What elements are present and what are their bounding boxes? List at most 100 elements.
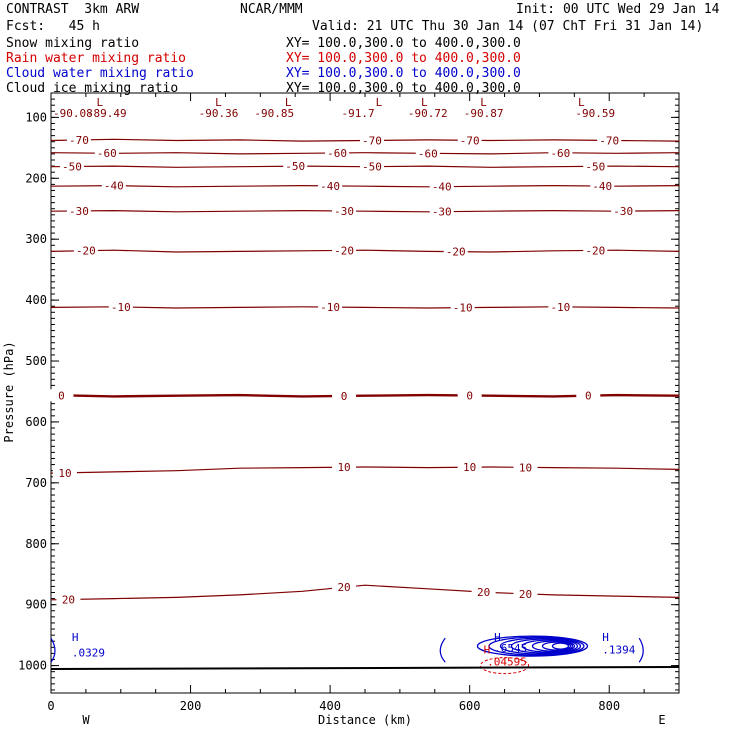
y-tick-label: 500 — [25, 354, 47, 368]
y-tick-label: 300 — [25, 232, 47, 246]
contour-label-bg — [611, 205, 636, 218]
x-tick-label: 0 — [47, 699, 54, 713]
contour-label-bg — [318, 179, 343, 192]
contour-label: -30 — [613, 205, 633, 218]
contour-label: 10 — [337, 461, 350, 474]
contour-label-bg — [443, 245, 468, 258]
center-label: NCAR/MMM — [240, 2, 303, 17]
min-value: -90.08 — [53, 107, 93, 120]
contour-label-bg — [513, 461, 538, 474]
x-tick-label: 400 — [319, 699, 341, 713]
cloud-water-contour — [531, 640, 574, 652]
x-tick-label: 200 — [180, 699, 202, 713]
min-marker: L — [376, 96, 383, 109]
cloud-water-label: H — [602, 631, 609, 644]
contour-label: -40 — [104, 180, 124, 193]
contour-label: -60 — [418, 147, 438, 160]
cloud-water-label: .1394 — [602, 643, 635, 656]
contour-label-bg — [429, 180, 454, 193]
min-value: -90.72 — [408, 107, 448, 120]
contour-label-bg — [94, 147, 119, 160]
contour-label-bg — [56, 593, 81, 606]
contour-label: -10 — [111, 301, 131, 314]
init-time: Init: 00 UTC Wed 29 Jan 14 — [516, 2, 720, 17]
contour-label: -10 — [453, 302, 473, 315]
cloud-water-contour — [50, 637, 56, 663]
contour-label: -60 — [97, 147, 117, 160]
contour-label-bg — [49, 389, 74, 402]
contour-label-bg — [590, 180, 615, 193]
cloud-water-contour — [499, 637, 582, 655]
contour-label: -60 — [327, 147, 347, 160]
contour-label: -70 — [362, 134, 382, 147]
contour-label: -70 — [69, 134, 89, 147]
y-tick-label: 1000 — [18, 659, 47, 673]
field-name-cloud-water: Cloud water mixing ratio — [6, 66, 194, 81]
y-tick-label: 400 — [25, 293, 47, 307]
contour-label-bg — [597, 134, 622, 147]
contour-label: -60 — [550, 147, 570, 160]
contour-line — [50, 152, 680, 155]
min-value: -90.87 — [464, 107, 504, 120]
contour-label-bg — [332, 244, 357, 257]
cloud-water-contour — [510, 638, 579, 654]
contour-label-bg — [332, 204, 357, 217]
rain-water-label: H — [484, 643, 491, 656]
contour-label: -40 — [432, 181, 452, 194]
contour-label: -20 — [334, 244, 354, 257]
contour-label: -10 — [550, 301, 570, 314]
contour-label: 20 — [337, 581, 350, 594]
min-marker: L — [421, 96, 428, 109]
contour-label-bg — [450, 301, 475, 314]
field-name-snow: Snow mixing ratio — [6, 36, 140, 51]
min-value: -90.36 — [199, 107, 239, 120]
x-tick-label: 800 — [598, 699, 620, 713]
min-value: -90.85 — [254, 107, 294, 120]
x-tick-label: 600 — [459, 699, 481, 713]
field-xy-cloud-water: XY= 100.0,300.0 to 400.0,300.0 — [286, 66, 521, 81]
y-tick-label: 900 — [25, 598, 47, 612]
cloud-water-contour — [551, 642, 570, 650]
contour-label: 20 — [477, 586, 490, 599]
contour-label-bg — [66, 204, 91, 217]
contour-label: 0 — [585, 390, 592, 403]
contour-line — [50, 249, 680, 253]
contour-label: 10 — [519, 461, 532, 474]
min-marker: L — [578, 96, 585, 109]
temperature-contours — [50, 138, 680, 601]
forecast-hour: Fcst: 45 h — [6, 19, 100, 34]
field-xy-cloud-ice: XY= 100.0,300.0 to 400.0,300.0 — [286, 81, 521, 96]
contour-label: -40 — [592, 180, 612, 193]
contour-label: 10 — [58, 467, 71, 480]
contour-line — [50, 184, 680, 188]
min-marker: L — [285, 96, 292, 109]
contour-label: -10 — [320, 301, 340, 314]
contour-label-bg — [325, 146, 350, 159]
contour-label-bg — [318, 301, 343, 314]
cloud-water-label: .6545 — [494, 642, 527, 655]
contour-label: -20 — [585, 244, 605, 257]
contour-label-bg — [283, 160, 308, 173]
contour-label-bg — [583, 160, 608, 173]
min-value: -91.7 — [341, 107, 374, 120]
cloud-water-contour — [439, 637, 446, 663]
valid-time: Valid: 21 UTC Thu 30 Jan 14 (07 ChT Fri … — [312, 19, 704, 34]
contour-label-bg — [457, 461, 482, 474]
y-tick-label: 700 — [25, 476, 47, 490]
cloud-water-contour — [541, 641, 572, 651]
contour-label-bg — [415, 147, 440, 160]
cloud-water-label: H — [494, 631, 501, 644]
cloud-water-label: .0329 — [72, 646, 105, 659]
contour-label-bg — [108, 300, 133, 313]
y-tick-label: 100 — [25, 110, 47, 124]
contour-label: -70 — [599, 134, 619, 147]
contour-label-bg — [101, 179, 126, 192]
contour-label: -70 — [460, 134, 480, 147]
y-tick-label: 800 — [25, 537, 47, 551]
contour-label: 0 — [466, 390, 473, 403]
contour-label: 20 — [62, 593, 75, 606]
cloud-water-contour — [476, 635, 589, 657]
contour-label-bg — [332, 389, 357, 402]
contour-label-bg — [66, 133, 91, 146]
